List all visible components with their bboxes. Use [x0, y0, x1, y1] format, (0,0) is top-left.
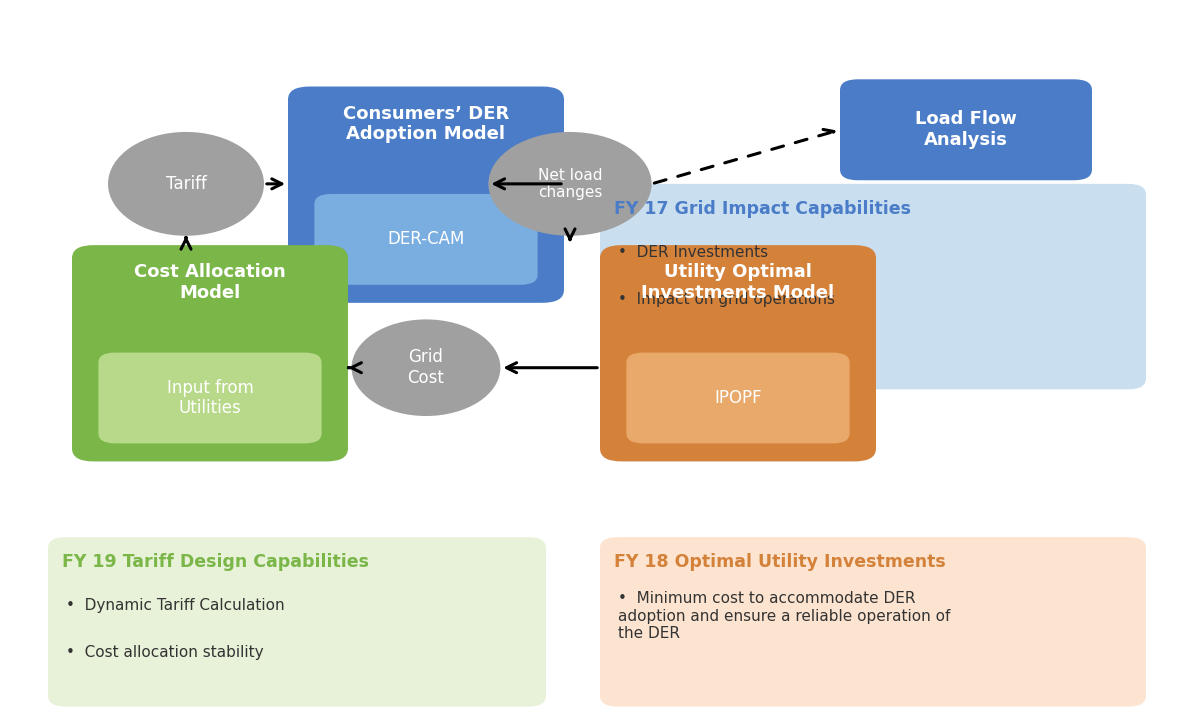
- FancyBboxPatch shape: [840, 79, 1092, 180]
- Text: Load Flow
Analysis: Load Flow Analysis: [916, 110, 1016, 149]
- FancyBboxPatch shape: [288, 87, 564, 303]
- Text: Tariff: Tariff: [166, 175, 206, 193]
- FancyBboxPatch shape: [600, 184, 1146, 389]
- Text: IPOPF: IPOPF: [714, 389, 762, 407]
- Text: FY 18 Optimal Utility Investments: FY 18 Optimal Utility Investments: [614, 553, 946, 571]
- FancyBboxPatch shape: [98, 353, 322, 443]
- Text: Net load
changes: Net load changes: [538, 168, 602, 200]
- Text: Grid
Cost: Grid Cost: [408, 348, 444, 387]
- Ellipse shape: [352, 319, 500, 416]
- FancyBboxPatch shape: [600, 245, 876, 461]
- FancyBboxPatch shape: [626, 353, 850, 443]
- Text: •  Impact on grid operations: • Impact on grid operations: [618, 292, 835, 307]
- FancyBboxPatch shape: [72, 245, 348, 461]
- Text: •  DER Investments: • DER Investments: [618, 245, 768, 260]
- Text: •  Cost allocation stability: • Cost allocation stability: [66, 645, 264, 660]
- Text: •  Minimum cost to accommodate DER
adoption and ensure a reliable operation of
t: • Minimum cost to accommodate DER adopti…: [618, 591, 950, 641]
- Text: FY 19 Tariff Design Capabilities: FY 19 Tariff Design Capabilities: [62, 553, 370, 571]
- Text: Consumers’ DER
Adoption Model: Consumers’ DER Adoption Model: [343, 105, 509, 143]
- Text: FY 17 Grid Impact Capabilities: FY 17 Grid Impact Capabilities: [614, 200, 912, 218]
- Text: Cost Allocation
Model: Cost Allocation Model: [134, 263, 286, 302]
- FancyBboxPatch shape: [314, 194, 538, 285]
- Text: DER-CAM: DER-CAM: [388, 231, 464, 248]
- Text: Utility Optimal
Investments Model: Utility Optimal Investments Model: [642, 263, 834, 302]
- Ellipse shape: [488, 132, 652, 236]
- FancyBboxPatch shape: [600, 537, 1146, 707]
- Text: •  Dynamic Tariff Calculation: • Dynamic Tariff Calculation: [66, 598, 284, 614]
- Text: Input from
Utilities: Input from Utilities: [167, 379, 253, 417]
- Ellipse shape: [108, 132, 264, 236]
- FancyBboxPatch shape: [48, 537, 546, 707]
